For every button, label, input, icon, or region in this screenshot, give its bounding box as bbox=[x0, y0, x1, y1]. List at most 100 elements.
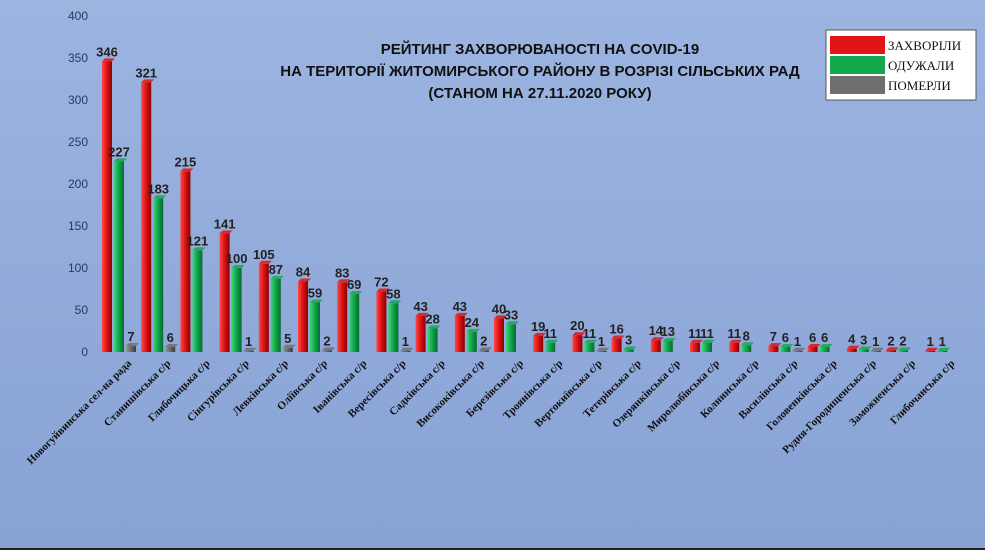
y-tick-label: 100 bbox=[68, 261, 88, 275]
bar-top-zahvorily bbox=[219, 230, 233, 234]
value-label-oduzhaly: 58 bbox=[386, 286, 400, 301]
value-label-zahvorily: 84 bbox=[296, 264, 311, 279]
bar-zahvorily bbox=[886, 350, 896, 352]
y-tick-label: 200 bbox=[68, 177, 88, 191]
value-label-oduzhaly: 121 bbox=[187, 233, 209, 248]
value-label-zahvorily: 141 bbox=[214, 217, 236, 232]
bar-top-pomerly bbox=[165, 343, 179, 347]
value-label-zahvorily: 4 bbox=[848, 332, 856, 347]
bar-oduzhaly bbox=[898, 350, 908, 352]
bar-top-zahvorily bbox=[650, 337, 664, 341]
bar-oduzhaly bbox=[937, 350, 948, 352]
value-label-oduzhaly: 6 bbox=[782, 330, 789, 345]
bar-top-zahvorily bbox=[572, 332, 586, 336]
bar-top-zahvorily bbox=[807, 343, 821, 347]
bar-pomerly bbox=[478, 350, 489, 352]
value-label-oduzhaly: 11 bbox=[700, 326, 714, 341]
bar-zahvorily bbox=[337, 282, 348, 352]
bar-oduzhaly bbox=[584, 342, 595, 352]
bar-pomerly bbox=[792, 350, 803, 352]
value-label-pomerly: 2 bbox=[323, 333, 330, 348]
legend: ЗАХВОРІЛИ ОДУЖАЛИ ПОМЕРЛИ bbox=[825, 29, 977, 101]
bar-top-oduzhaly bbox=[153, 195, 167, 199]
bar-zahvorily bbox=[690, 342, 700, 352]
bar-pomerly bbox=[870, 350, 881, 352]
value-label-zahvorily: 321 bbox=[135, 65, 157, 80]
bar-zahvorily bbox=[415, 315, 426, 352]
bar-top-zahvorily bbox=[102, 58, 115, 62]
value-label-zahvorily: 7 bbox=[770, 329, 777, 344]
value-label-zahvorily: 346 bbox=[96, 44, 118, 59]
bar-top-pomerly bbox=[792, 347, 806, 351]
bar-top-zahvorily bbox=[690, 339, 703, 343]
title-line-3: (СТАНОМ НА 27.11.2020 РОКУ) bbox=[428, 85, 651, 102]
bar-top-oduzhaly bbox=[231, 265, 245, 268]
value-label-oduzhaly: 3 bbox=[625, 332, 632, 347]
bar-top-zahvorily bbox=[180, 168, 194, 172]
bar-top-zahvorily bbox=[533, 333, 547, 337]
value-label-zahvorily: 16 bbox=[609, 322, 623, 337]
bar-oduzhaly bbox=[427, 328, 438, 352]
bar-zahvorily bbox=[258, 263, 269, 352]
bar-top-zahvorily bbox=[337, 279, 351, 283]
bar-top-oduzhaly bbox=[584, 339, 598, 343]
bar-top-oduzhaly bbox=[858, 346, 872, 350]
value-label-oduzhaly: 3 bbox=[860, 332, 867, 347]
bar-oduzhaly bbox=[114, 161, 124, 352]
value-label-oduzhaly: 100 bbox=[226, 251, 248, 266]
bar-top-zahvorily bbox=[298, 278, 311, 282]
bar-top-pomerly bbox=[596, 347, 610, 351]
value-label-pomerly: 6 bbox=[167, 330, 174, 345]
value-labels-group: 3462277321183621512114110011058758459283… bbox=[96, 44, 946, 348]
bar-zahvorily bbox=[846, 348, 857, 352]
bar-zahvorily bbox=[572, 335, 583, 352]
bar-top-oduzhaly bbox=[741, 342, 755, 346]
bar-top-pomerly bbox=[282, 344, 296, 348]
value-label-zahvorily: 20 bbox=[570, 318, 584, 333]
value-label-oduzhaly: 59 bbox=[308, 285, 322, 300]
bar-oduzhaly bbox=[506, 324, 516, 352]
bar-zahvorily bbox=[533, 336, 544, 352]
value-label-oduzhaly: 11 bbox=[583, 326, 597, 341]
bar-oduzhaly bbox=[192, 250, 203, 352]
value-label-pomerly: 1 bbox=[598, 334, 605, 349]
bar-top-zahvorily bbox=[925, 347, 939, 351]
y-tick-label: 400 bbox=[68, 9, 88, 23]
bar-zahvorily bbox=[141, 82, 152, 353]
value-label-zahvorily: 6 bbox=[809, 330, 816, 345]
bar-oduzhaly bbox=[349, 294, 360, 352]
legend-swatch-1 bbox=[830, 56, 885, 74]
value-label-oduzhaly: 24 bbox=[465, 315, 480, 330]
bar-top-oduzhaly bbox=[427, 325, 441, 329]
y-axis: 0 50 100 150 200 250 300 350 400 bbox=[68, 9, 88, 359]
bar-zahvorily bbox=[298, 281, 308, 352]
bar-pomerly bbox=[400, 350, 411, 352]
bar-top-zahvorily bbox=[141, 79, 155, 83]
bar-top-pomerly bbox=[243, 347, 257, 351]
value-label-zahvorily: 215 bbox=[175, 154, 197, 169]
value-label-zahvorily: 14 bbox=[649, 323, 664, 338]
bar-top-zahvorily bbox=[454, 312, 468, 316]
y-tick-label: 150 bbox=[68, 219, 88, 233]
value-label-pomerly: 7 bbox=[127, 329, 134, 344]
value-label-zahvorily: 105 bbox=[253, 247, 275, 262]
value-label-zahvorily: 19 bbox=[531, 319, 545, 334]
legend-label-0: ЗАХВОРІЛИ bbox=[888, 38, 961, 53]
bar-oduzhaly bbox=[819, 346, 830, 352]
y-tick-label: 250 bbox=[68, 135, 88, 149]
bar-pomerly bbox=[322, 350, 332, 352]
bar-top-oduzhaly bbox=[702, 339, 715, 343]
bar-top-zahvorily bbox=[376, 288, 390, 292]
bar-oduzhaly bbox=[702, 342, 712, 352]
legend-swatch-2 bbox=[830, 76, 885, 94]
bar-pomerly bbox=[165, 346, 176, 352]
bar-top-oduzhaly bbox=[819, 343, 833, 347]
bar-top-pomerly bbox=[126, 343, 139, 347]
value-label-zahvorily: 43 bbox=[413, 299, 427, 314]
bar-top-oduzhaly bbox=[466, 328, 480, 332]
bar-top-oduzhaly bbox=[623, 346, 637, 350]
bar-oduzhaly bbox=[858, 349, 869, 352]
